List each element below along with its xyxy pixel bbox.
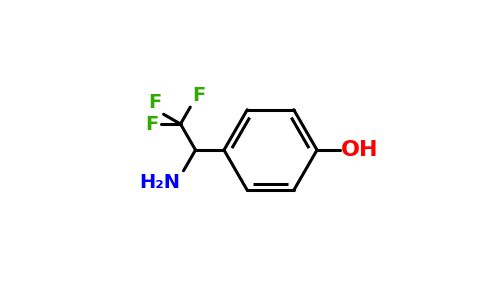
Text: OH: OH (341, 140, 378, 160)
Text: F: F (145, 115, 159, 134)
Text: H₂N: H₂N (139, 173, 181, 192)
Text: F: F (149, 94, 162, 112)
Text: F: F (192, 86, 205, 105)
